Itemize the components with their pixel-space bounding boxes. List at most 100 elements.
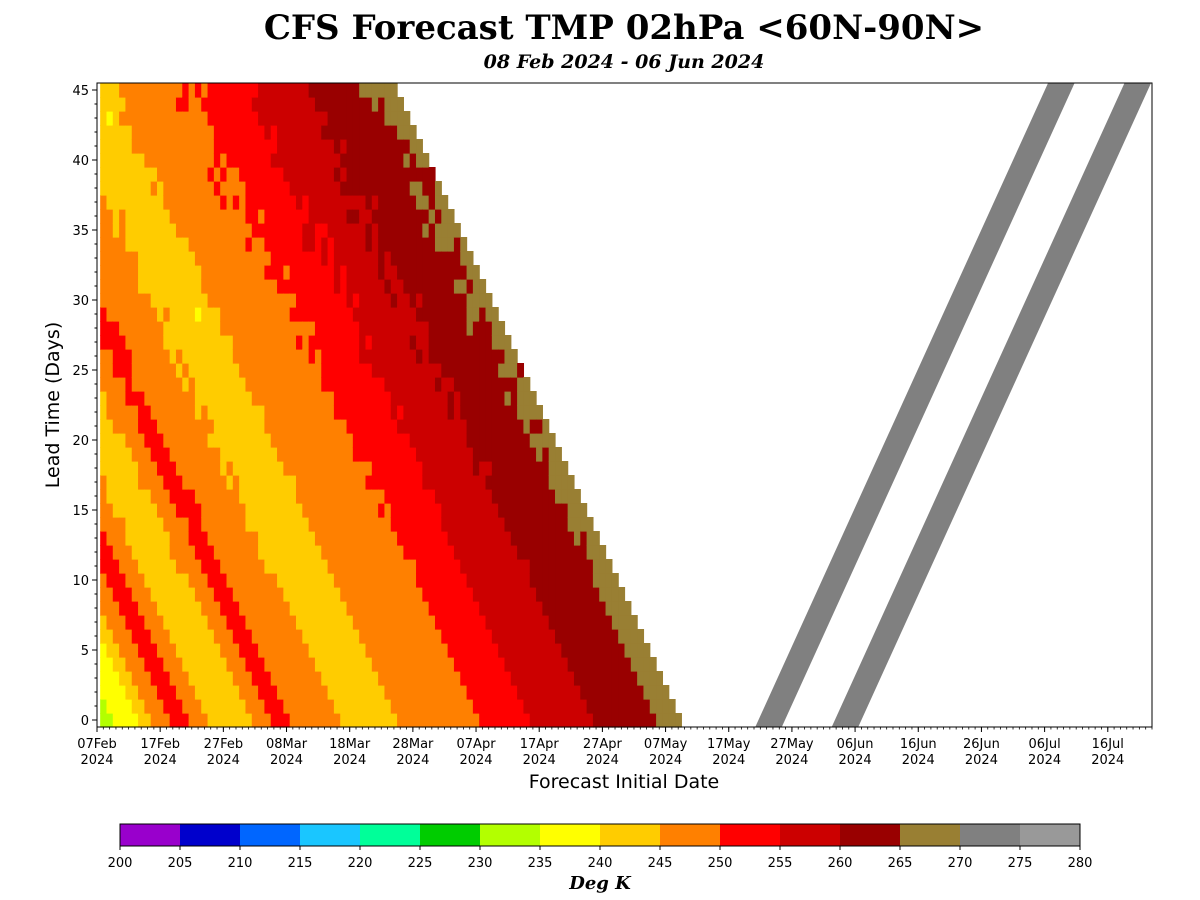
heatmap-cell [453,699,461,714]
heatmap-cell [498,615,506,630]
heatmap-cell [346,363,354,378]
heatmap-cell [119,713,127,728]
heatmap-cell [397,307,404,322]
heatmap-cell [258,377,266,392]
heatmap-cell [125,559,133,574]
heatmap-cell [232,223,240,238]
heatmap-cell [163,181,171,196]
heatmap-cell [333,307,341,322]
heatmap-cell [466,559,474,574]
heatmap-cell [175,209,183,224]
heatmap-cell [422,461,430,476]
heatmap-cell [504,601,512,616]
heatmap-cell [226,643,234,658]
heatmap-cell [232,195,240,210]
heatmap-cell [498,517,506,532]
heatmap-cell [346,643,354,658]
heatmap-cell [314,125,322,140]
heatmap-cell [416,349,423,364]
heatmap-cell [119,545,127,560]
heatmap-cell [258,615,266,630]
heatmap-cell [510,559,518,574]
heatmap-cell [163,111,171,126]
heatmap-cell [138,111,145,126]
heatmap-cell [409,125,417,140]
heatmap-cell [283,321,291,336]
heatmap-cell [548,573,556,588]
heatmap-cell [283,713,291,728]
heatmap-cell [605,657,613,672]
heatmap-cell [491,643,499,658]
heatmap-cell [611,643,619,658]
heatmap-cell [112,391,120,406]
heatmap-cell [548,517,556,532]
heatmap-cell [207,699,215,714]
heatmap-cell [529,531,537,546]
heatmap-cell [314,447,322,462]
heatmap-cell [226,293,234,308]
heatmap-cell [169,671,177,686]
heatmap-cell [390,489,398,504]
heatmap-cell [201,615,209,630]
heatmap-cell [308,111,316,126]
heatmap-cell [138,377,145,392]
heatmap-cell [416,209,423,224]
heatmap-cell [384,251,392,266]
heatmap-cell [283,279,291,294]
heatmap-cell [529,545,537,560]
heatmap-cell [416,601,423,616]
heatmap-cell [201,265,209,280]
heatmap-cell [390,587,398,602]
heatmap-cell [119,657,127,672]
y-tick-label: 20 [72,434,89,449]
heatmap-cell [441,475,449,490]
heatmap-cell [453,377,461,392]
heatmap-cell [536,531,543,546]
heatmap-cell [409,671,417,686]
heatmap-cell [466,391,474,406]
heatmap-cell [264,377,272,392]
heatmap-cell [460,349,468,364]
heatmap-cell [434,307,442,322]
heatmap-cell [296,461,303,476]
heatmap-cell [277,517,284,532]
heatmap-cell [422,447,430,462]
heatmap-cell [434,461,442,476]
heatmap-cell [270,671,278,686]
heatmap-cell [397,419,404,434]
heatmap-cell [239,83,247,98]
heatmap-cell [258,97,266,112]
heatmap-cell [472,391,480,406]
heatmap-cell [207,433,215,448]
heatmap-cell [232,293,240,308]
heatmap-cell [283,503,291,518]
heatmap-cell [232,139,240,154]
heatmap-cell [125,601,133,616]
heatmap-cell [472,573,480,588]
heatmap-cell [397,489,404,504]
heatmap-cell [182,671,190,686]
heatmap-cell [232,405,240,420]
heatmap-cell [251,447,259,462]
heatmap-cell [472,531,480,546]
heatmap-cell [567,559,575,574]
heatmap-cell [536,433,543,448]
heatmap-cell [491,713,499,728]
heatmap-cell [169,139,177,154]
heatmap-cell [409,461,417,476]
heatmap-cell [542,573,550,588]
heatmap-cell [371,237,379,252]
heatmap-cell [321,139,329,154]
heatmap-cell [491,517,499,532]
heatmap-cell [213,475,221,490]
heatmap-cell [384,475,392,490]
heatmap-cell [289,601,297,616]
heatmap-cell [296,279,303,294]
heatmap-cell [314,111,322,126]
heatmap-cell [194,489,202,504]
heatmap-cell [384,223,392,238]
heatmap-cell [352,139,360,154]
heatmap-cell [416,433,423,448]
heatmap-cell [296,391,303,406]
heatmap-cell [207,363,215,378]
